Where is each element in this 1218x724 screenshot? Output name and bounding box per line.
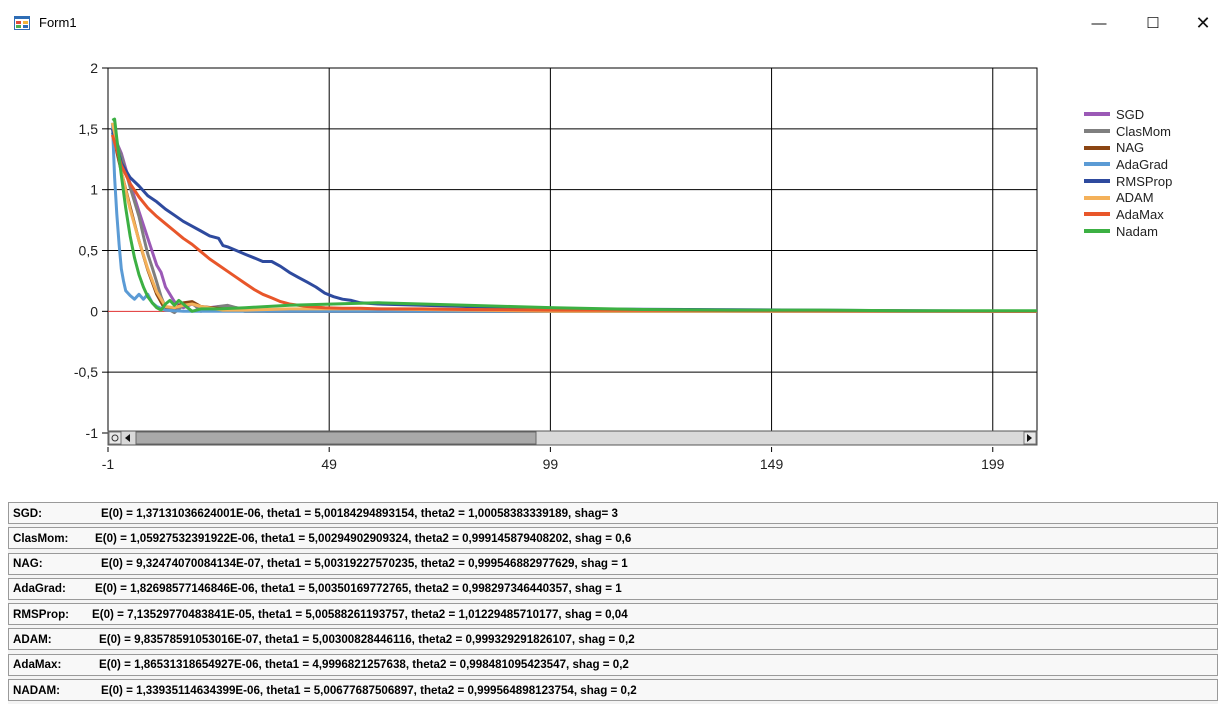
result-optimizer-name: ClasMom:: [13, 531, 69, 545]
app-icon: [14, 16, 30, 30]
zoom-reset-icon: [111, 434, 119, 442]
chart-area: 2 1,5 1 0,5 0 -0,5 -1 -1 49 99 149 199 SGD ClasMom NA…: [0, 46, 1218, 496]
y-tick-label: 0: [90, 303, 98, 319]
result-row: ADAM: E(0) = 9,83578591053016E-07, theta1…: [8, 628, 1218, 651]
title-bar: Form1 — ☐ ✕: [0, 0, 1218, 46]
y-tick-label: 1: [90, 182, 98, 198]
close-button[interactable]: ✕: [1195, 12, 1211, 33]
legend-swatch: [1084, 195, 1110, 200]
result-row: NADAM: E(0) = 1,33935114634399E-06, theta…: [8, 679, 1218, 702]
result-values: E(0) = 1,33935114634399E-06, theta1 = 5,…: [101, 683, 637, 697]
x-tick-label: 49: [321, 456, 337, 472]
legend-label: NAG: [1116, 140, 1145, 156]
result-row: AdaMax: E(0) = 1,86531318654927E-06, thet…: [8, 653, 1218, 676]
chart-legend: SGD ClasMom NAG AdaGrad RMSProp ADAM AdaMax Nad…: [1084, 106, 1172, 240]
legend-item-rmsprop: RMSProp: [1084, 173, 1172, 190]
result-optimizer-name: SGD:: [13, 506, 42, 520]
legend-swatch: [1084, 229, 1110, 234]
result-values: E(0) = 1,05927532391922E-06, theta1 = 5,…: [95, 531, 632, 545]
result-values: E(0) = 9,83578591053016E-07, theta1 = 5,…: [99, 632, 635, 646]
results-panel: SGD: E(0) = 1,37131036624001E-06, theta1 …: [8, 502, 1218, 705]
y-tick-label: 2: [90, 60, 98, 76]
legend-label: AdaGrad: [1116, 156, 1169, 172]
window-title: Form1: [39, 15, 77, 30]
legend-item-clasmom: ClasMom: [1084, 123, 1172, 140]
result-values: E(0) = 1,86531318654927E-06, theta1 = 4,…: [99, 658, 629, 672]
result-optimizer-name: NADAM:: [13, 683, 61, 697]
result-row: ClasMom: E(0) = 1,05927532391922E-06, the…: [8, 527, 1218, 550]
series-line-nadam: [111, 117, 1037, 313]
y-tick-label: 0,5: [79, 243, 99, 259]
result-values: E(0) = 1,82698577146846E-06, theta1 = 5,…: [95, 582, 622, 596]
x-tick-label: 199: [981, 456, 1005, 472]
result-optimizer-name: NAG:: [13, 557, 43, 571]
legend-item-nadam: Nadam: [1084, 223, 1172, 240]
legend-swatch: [1084, 162, 1110, 167]
legend-label: RMSProp: [1116, 173, 1173, 189]
legend-item-nag: NAG: [1084, 139, 1172, 156]
series-line-adamax: [110, 134, 1038, 313]
legend-swatch: [1084, 179, 1110, 184]
y-tick-label: -0,5: [74, 364, 98, 380]
legend-swatch: [1084, 145, 1110, 150]
result-optimizer-name: RMSProp:: [13, 607, 70, 621]
scrollbar-zoom-reset-button[interactable]: [108, 431, 122, 445]
y-tick-label: 1,5: [79, 121, 99, 137]
maximize-button[interactable]: ☐: [1146, 15, 1160, 32]
result-values: E(0) = 9,32474070084134E-07, theta1 = 5,…: [101, 557, 628, 571]
result-optimizer-name: AdaGrad:: [13, 582, 66, 596]
series-line-rmsprop: [110, 128, 1038, 313]
legend-label: ADAM: [1116, 190, 1154, 206]
legend-item-adagrad: AdaGrad: [1084, 156, 1172, 173]
legend-label: SGD: [1116, 106, 1145, 122]
result-row: NAG: E(0) = 9,32474070084134E-07, theta1 …: [8, 552, 1218, 575]
minimize-button[interactable]: —: [1091, 14, 1107, 32]
legend-label: ClasMom: [1116, 123, 1171, 139]
x-tick-label: -1: [102, 456, 115, 472]
line-chart: 2 1,5 1 0,5 0 -0,5 -1-1 49 99 149 199: [74, 60, 1038, 472]
result-row: RMSProp: E(0) = 7,13529770483841E-05, the…: [8, 603, 1218, 626]
legend-item-adamax: AdaMax: [1084, 206, 1172, 223]
result-values: E(0) = 7,13529770483841E-05, theta1 = 5,…: [92, 607, 628, 621]
result-row: SGD: E(0) = 1,37131036624001E-06, theta1 …: [8, 502, 1218, 524]
result-row: AdaGrad: E(0) = 1,82698577146846E-06, the…: [8, 577, 1218, 600]
legend-item-adam: ADAM: [1084, 189, 1172, 206]
y-tick-label: -1: [86, 425, 99, 441]
x-tick-label: 99: [543, 456, 559, 472]
legend-swatch: [1084, 112, 1110, 117]
result-optimizer-name: AdaMax:: [13, 658, 62, 672]
legend-label: Nadam: [1116, 223, 1158, 239]
result-values: E(0) = 1,37131036624001E-06, theta1 = 5,…: [101, 506, 618, 520]
legend-label: AdaMax: [1116, 206, 1164, 222]
scroll-right-arrow-icon: [1027, 434, 1032, 442]
legend-item-sgd: SGD: [1084, 106, 1172, 123]
result-optimizer-name: ADAM:: [13, 632, 52, 646]
legend-swatch: [1084, 129, 1110, 134]
x-tick-label: 149: [760, 456, 784, 472]
scroll-left-arrow-icon[interactable]: [125, 434, 130, 442]
legend-swatch: [1084, 212, 1110, 217]
scrollbar-thumb[interactable]: [135, 431, 537, 445]
